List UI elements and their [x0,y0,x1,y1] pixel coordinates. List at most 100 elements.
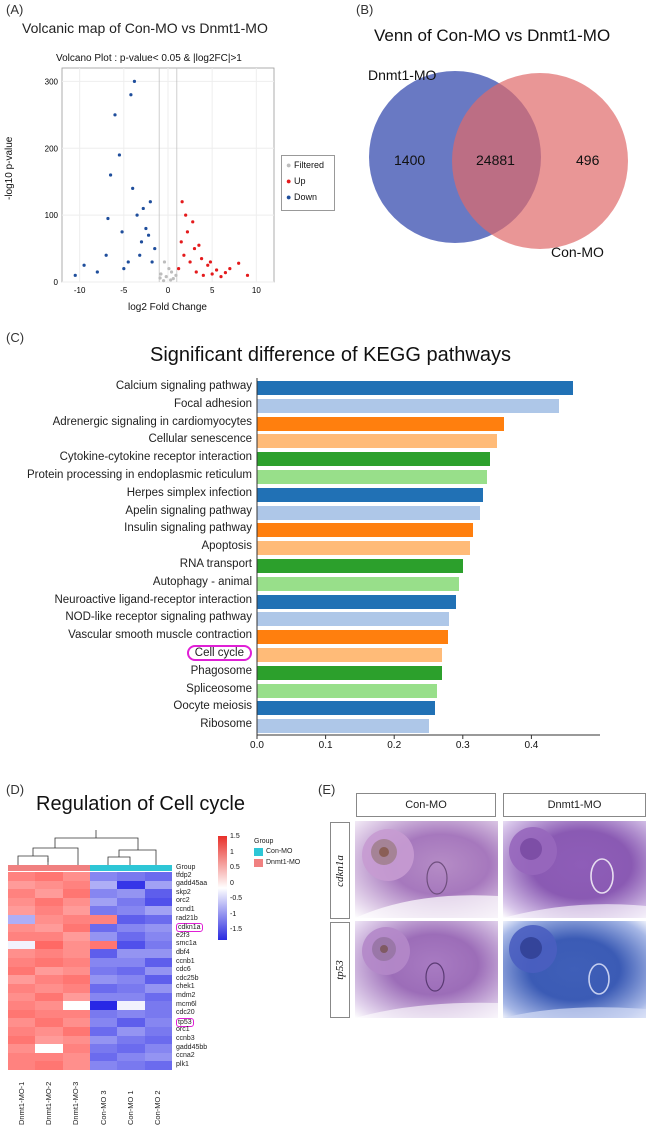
volcano-point-filtered [169,278,173,282]
heatmap-sample-label: Dnmt1-MO-2 [44,1081,53,1125]
volcano-point-filtered [159,272,163,276]
heatmap-cell [90,940,118,950]
volcano-ytick-label: 200 [45,144,59,153]
heatmap-cell [35,1026,63,1036]
heatmap-cell [90,992,118,1002]
venn-title: Venn of Con-MO vs Dnmt1-MO [374,26,611,45]
heatmap-cell [8,940,36,950]
heatmap-cell [35,1052,63,1062]
heatmap-cell [90,1044,118,1054]
heatmap-cell [62,889,91,899]
panel-a-letter: (A) [6,2,24,17]
volcano-point-up [194,270,198,274]
heatmap-cell [8,1044,36,1054]
kegg-bar [257,505,480,520]
volcano-subtitle: Volcano Plot : p-value< 0.05 & |log2FC|>… [56,53,242,64]
heatmap-cell [144,1001,173,1011]
heatmap-cell [8,1061,36,1071]
heatmap-cell [117,1026,145,1036]
venn-right-circle [452,73,628,249]
heatmap-cell [35,889,63,899]
heatmap-cell [35,897,63,907]
heatmap-cell [90,975,118,985]
heatmap-cell [35,940,63,950]
heatmap-cell [144,872,173,881]
heatmap-cell [62,915,91,924]
kegg-category-label: Apelin signaling pathway [125,504,252,517]
heatmap-cell [117,906,145,916]
kegg-xtick-label: 0.0 [250,740,264,751]
volcano-point-filtered [169,270,174,274]
kegg-category-label: Neuroactive ligand-receptor interaction [54,593,252,606]
group-legend-title: Group [254,838,274,845]
kegg-bar [257,523,474,538]
heatmap-gene-label: mdm2 [176,992,196,1000]
panel-d-letter: (D) [6,782,25,797]
volcano-point-down [138,253,142,257]
heatmap-gene-label: tfdp2 [176,871,192,879]
heatmap-group-cell [35,865,63,871]
volcano-ytick-label: 0 [54,278,59,287]
kegg-bar [257,416,504,431]
heatmap-cell [90,906,118,916]
heatmap-cell [62,949,91,959]
heatmap-cell [62,923,91,933]
legend-down: ● Down [286,192,317,202]
kegg-bars [257,381,573,734]
volcano-point-down [132,79,137,83]
heatmap-gene-label: rad21b [176,914,198,922]
volcano-point-down [122,267,126,271]
ish-image-dnmt1-tp53 [503,921,646,1018]
heatmap-scale-tick-label: -1.5 [230,926,243,933]
heatmap-cell [117,983,145,993]
heatmap-cell [35,1009,63,1019]
heatmap-cell [35,915,63,924]
kegg-category-label: RNA transport [179,558,252,570]
kegg-title: Significant difference of KEGG pathways [150,344,511,366]
volcano-point-up [214,268,219,272]
volcano-point-filtered [167,267,171,271]
volcano-xtick-label: -10 [74,286,86,295]
heatmap-scale-tick-label: -1 [230,910,237,918]
volcano-point-down [82,263,86,267]
kegg-category-label: Oocyte meiosis [173,700,252,713]
volcano-title: Volcanic map of Con-MO vs Dnmt1-MO [22,20,268,36]
volcano-point-up [206,263,210,267]
volcano-point-up [237,261,241,265]
volcano-point-filtered [162,260,167,264]
heatmap-cell [117,872,145,881]
heatmap-cell [62,975,91,985]
panel-b-letter: (B) [356,2,374,17]
heatmap-grid [8,872,173,1071]
heatmap-cell [8,958,36,967]
kegg-bar [257,701,436,716]
kegg-xtick-label: 0.1 [318,740,333,751]
heatmap-cell [8,992,36,1002]
heatmap-group-bar [8,865,173,871]
kegg-category-label: Apoptosis [201,540,252,553]
kegg-bar [257,559,463,573]
heatmap-cell [8,889,36,899]
heatmap-title: Regulation of Cell cycle [36,793,245,815]
volcano-point-up [199,256,204,261]
volcano-point-down [139,240,144,244]
group-legend-con: Con-MO [266,848,293,855]
volcano-point-down [141,206,145,211]
heatmap-scale-tick-label: -0.5 [230,895,243,902]
heatmap-cell [62,983,91,993]
heatmap-gene-label: cdc20 [176,1009,195,1017]
heatmap-cell [144,992,173,1002]
heatmap-cell [8,1009,36,1019]
kegg-bar [257,719,429,734]
heatmap-sample-label: Dnmt1-MO-1 [16,1081,26,1125]
heatmap-sample-labels: Dnmt1-MO-1 Dnmt1-MO-2 Dnmt1-MO-3 Con-MO 3 Co… [8,1075,172,1125]
heatmap-cell [35,906,63,916]
legend-filtered: ● Filtered [286,160,324,170]
volcano-point-filtered [158,276,162,280]
volcano-point-up [223,271,228,275]
venn-overlap-count: 24881 [476,152,515,168]
ish-col-con: Con-MO [356,793,496,817]
heatmap-cell [62,1035,91,1045]
kegg-category-label: Ribosome [200,718,252,731]
heatmap-cell [117,915,145,924]
